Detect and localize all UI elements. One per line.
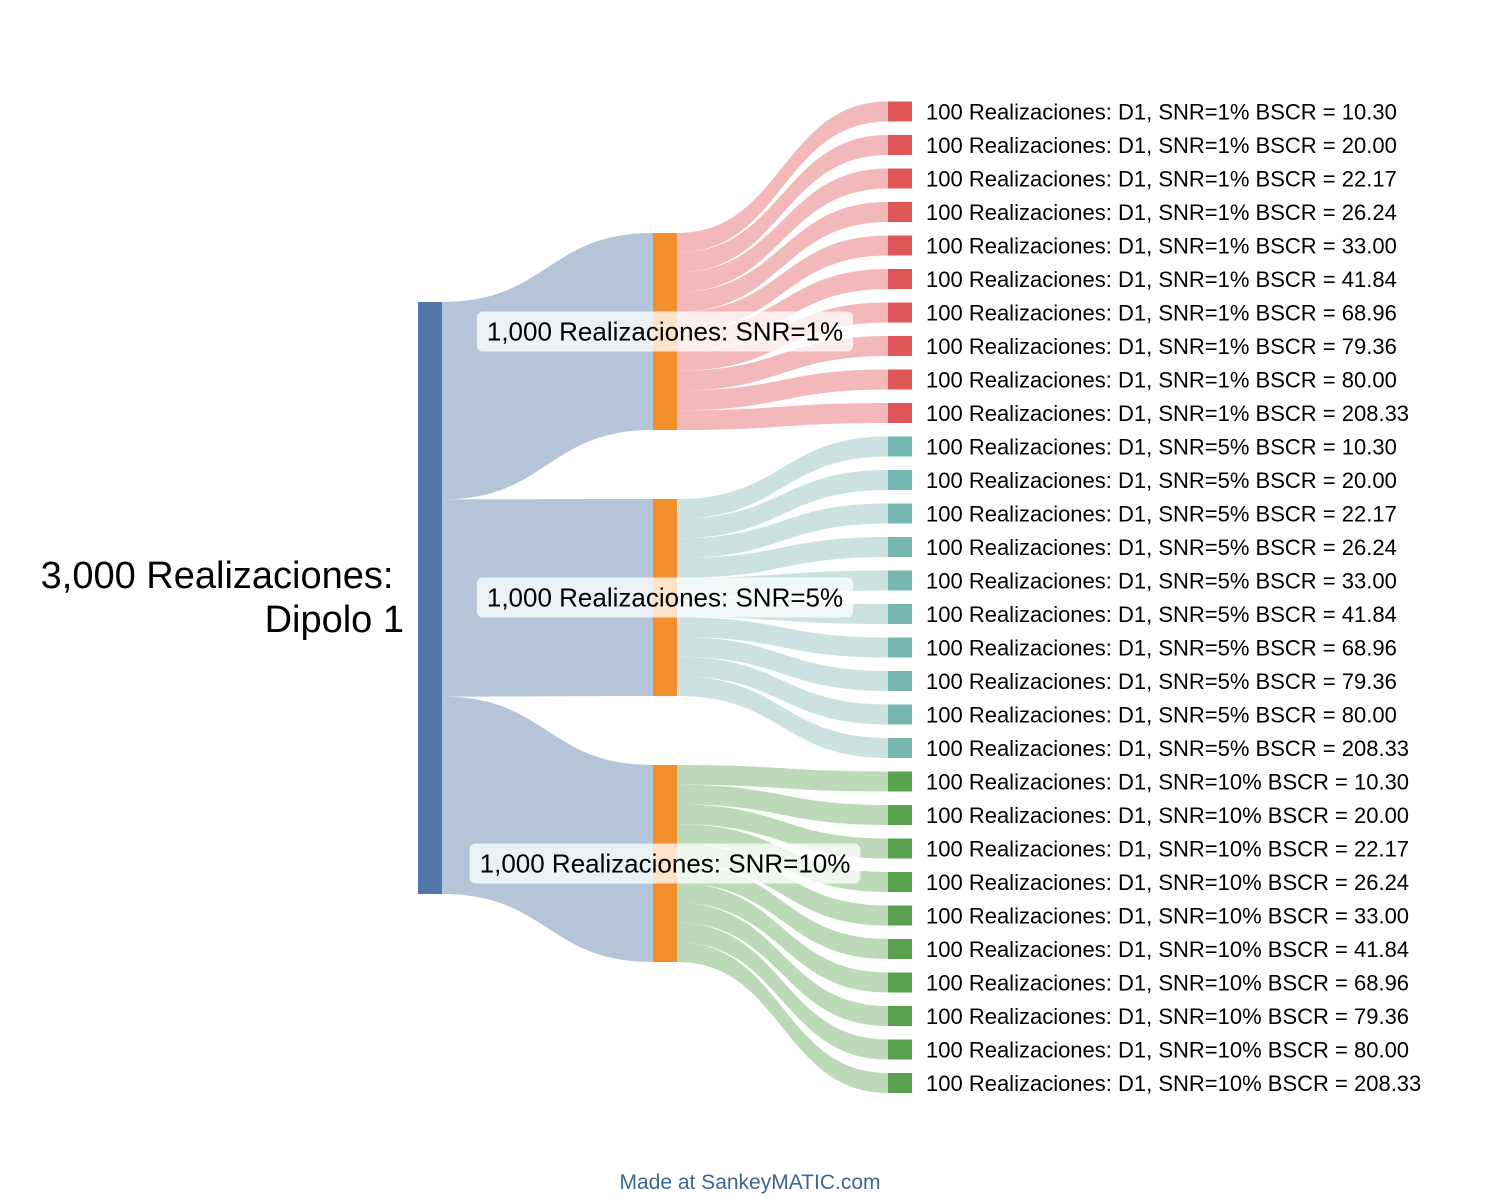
group-label-2: 1,000 Realizaciones: SNR=5% [487,583,843,613]
group-label-background [476,577,854,618]
link-group-3-leaf-2 [677,784,888,825]
leaf-node [888,604,912,624]
leaf-node [888,771,912,792]
leaf-node [888,302,912,323]
leaf-node [888,1039,912,1060]
link-group-1-leaf-1 [677,101,888,253]
leaf-node [888,537,912,557]
leaf-label: 100 Realizaciones: D1, SNR=5% BSCR = 33.… [926,569,1397,594]
leaf-label: 100 Realizaciones: D1, SNR=10% BSCR = 41… [926,937,1409,962]
leaf-label: 100 Realizaciones: D1, SNR=1% BSCR = 68.… [926,301,1397,326]
leaf-node [888,235,912,256]
leaf-label: 100 Realizaciones: D1, SNR=5% BSCR = 10.… [926,435,1397,460]
leaf-label: 100 Realizaciones: D1, SNR=10% BSCR = 26… [926,870,1409,895]
link-group-3-leaf-9 [677,922,888,1060]
link-group-2-leaf-4 [677,537,888,578]
leaf-node [888,805,912,825]
leaf-label: 100 Realizaciones: D1, SNR=1% BSCR = 20.… [926,133,1397,158]
leaf-label: 100 Realizaciones: D1, SNR=10% BSCR = 33… [926,904,1409,929]
link-group-1-leaf-9 [677,369,888,411]
leaf-label: 100 Realizaciones: D1, SNR=5% BSCR = 22.… [926,502,1397,527]
link-group-2-leaf-10 [677,676,888,758]
leaf-label: 100 Realizaciones: D1, SNR=1% BSCR = 10.… [926,100,1397,125]
root-label-line1: 3,000 Realizaciones: [41,555,394,597]
group-label-background [469,843,861,884]
leaf-node [888,738,912,758]
link-group-2-leaf-8 [677,636,888,691]
link-group-1-leaf-3 [677,168,888,293]
leaf-label: 100 Realizaciones: D1, SNR=5% BSCR = 80.… [926,703,1397,728]
root-label: 3,000 Realizaciones: Dipolo 1 [41,555,404,641]
leaf-node [888,570,912,591]
leaf-node [888,470,912,490]
link-group-3-leaf-6 [677,863,888,959]
leaf-label: 100 Realizaciones: D1, SNR=10% BSCR = 68… [926,971,1409,996]
leaf-label: 100 Realizaciones: D1, SNR=1% BSCR = 41.… [926,267,1397,292]
root-node [418,302,442,894]
leaf-node [888,168,912,189]
node-labels: 3,000 Realizaciones: Dipolo 1 100 Realiz… [41,100,1422,1097]
link-group-2-leaf-2 [677,470,888,539]
leaf-node [888,905,912,926]
link-group-3-leaf-1 [677,765,888,792]
group-label-background [476,311,854,352]
leaf-node [888,972,912,993]
leaf-label: 100 Realizaciones: D1, SNR=10% BSCR = 20… [926,803,1409,828]
leaf-label: 100 Realizaciones: D1, SNR=1% BSCR = 26.… [926,200,1397,225]
link-group-1-leaf-10 [677,403,888,430]
leaf-label: 100 Realizaciones: D1, SNR=5% BSCR = 68.… [926,636,1397,661]
leaf-node [888,269,912,289]
leaf-label: 100 Realizaciones: D1, SNR=10% BSCR = 79… [926,1004,1409,1029]
group-label-3: 1,000 Realizaciones: SNR=10% [480,849,851,879]
leaf-label: 100 Realizaciones: D1, SNR=5% BSCR = 26.… [926,535,1397,560]
leaf-node [888,436,912,457]
link-group-2-leaf-1 [677,436,888,519]
link-group-2-leaf-9 [677,656,888,725]
leaf-label: 100 Realizaciones: D1, SNR=1% BSCR = 208… [926,401,1409,426]
link-group-1-leaf-2 [677,135,888,273]
leaf-label: 100 Realizaciones: D1, SNR=5% BSCR = 20.… [926,468,1397,493]
leaf-node [888,369,912,390]
link-group-3-leaf-7 [677,883,888,993]
leaf-label: 100 Realizaciones: D1, SNR=1% BSCR = 80.… [926,368,1397,393]
leaf-node [888,872,912,892]
root-label-line2: Dipolo 1 [265,599,404,641]
leaf-node [888,1006,912,1026]
leaf-label: 100 Realizaciones: D1, SNR=1% BSCR = 22.… [926,167,1397,192]
leaf-label: 100 Realizaciones: D1, SNR=1% BSCR = 79.… [926,334,1397,359]
leaf-node [888,838,912,859]
leaf-node [888,1073,912,1093]
leaf-node [888,671,912,691]
leaf-node [888,704,912,725]
leaf-label: 100 Realizaciones: D1, SNR=10% BSCR = 80… [926,1038,1409,1063]
link-group-2-leaf-7 [677,617,888,658]
leaf-label: 100 Realizaciones: D1, SNR=1% BSCR = 33.… [926,234,1397,259]
leaf-node [888,101,912,122]
leaf-label: 100 Realizaciones: D1, SNR=10% BSCR = 10… [926,770,1409,795]
leaf-label: 100 Realizaciones: D1, SNR=10% BSCR = 20… [926,1071,1421,1096]
link-group-1-leaf-5 [677,235,888,332]
leaf-node [888,403,912,423]
leaf-label: 100 Realizaciones: D1, SNR=5% BSCR = 41.… [926,602,1397,627]
leaf-node [888,336,912,356]
leaf-node [888,202,912,222]
link-group-3-leaf-10 [677,942,888,1093]
link-root-to-group-3 [442,696,653,962]
leaf-label: 100 Realizaciones: D1, SNR=10% BSCR = 22… [926,837,1409,862]
made-at-credit[interactable]: Made at SankeyMATIC.com [619,1171,880,1194]
link-group-3-leaf-8 [677,902,888,1026]
leaf-label: 100 Realizaciones: D1, SNR=5% BSCR = 79.… [926,669,1397,694]
leaf-node [888,135,912,155]
link-root-to-group-1 [442,233,653,500]
leaf-label: 100 Realizaciones: D1, SNR=5% BSCR = 208… [926,736,1409,761]
leaf-node [888,939,912,959]
leaf-node [888,503,912,524]
link-group-1-leaf-4 [677,202,888,312]
leaf-node [888,637,912,658]
link-group-2-leaf-3 [677,503,888,559]
group-label-1: 1,000 Realizaciones: SNR=1% [487,317,843,347]
